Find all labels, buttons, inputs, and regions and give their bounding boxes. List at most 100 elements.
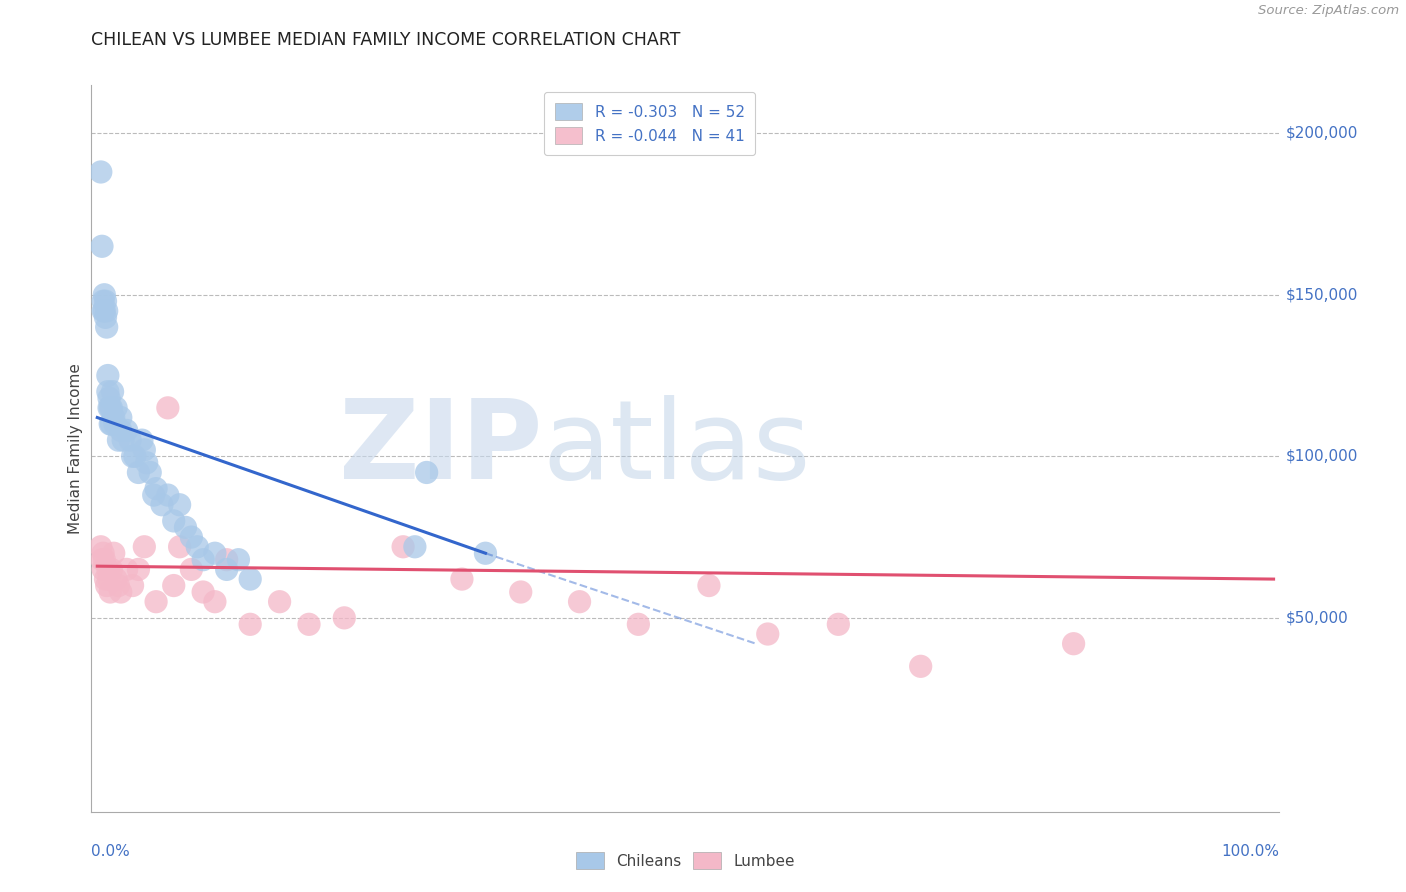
Point — [415, 466, 437, 480]
Point — [269, 595, 291, 609]
Point — [568, 595, 591, 609]
Legend: Chileans, Lumbee: Chileans, Lumbee — [568, 845, 803, 877]
Point — [104, 417, 127, 431]
Point — [100, 401, 122, 415]
Point — [110, 585, 132, 599]
Point — [827, 617, 849, 632]
Point — [180, 530, 202, 544]
Point — [103, 410, 125, 425]
Point — [110, 424, 132, 438]
Point — [134, 442, 156, 457]
Point — [451, 572, 474, 586]
Point — [1063, 637, 1085, 651]
Point — [110, 410, 132, 425]
Text: $100,000: $100,000 — [1285, 449, 1358, 464]
Point — [91, 239, 114, 253]
Text: 100.0%: 100.0% — [1222, 845, 1279, 859]
Point — [474, 546, 496, 560]
Text: $150,000: $150,000 — [1285, 287, 1358, 302]
Point — [98, 572, 121, 586]
Point — [96, 320, 118, 334]
Point — [101, 384, 124, 399]
Point — [94, 310, 117, 325]
Point — [112, 433, 135, 447]
Point — [204, 595, 226, 609]
Point — [105, 572, 128, 586]
Point — [121, 450, 143, 464]
Point — [115, 562, 138, 576]
Point — [139, 466, 162, 480]
Point — [100, 562, 122, 576]
Point — [97, 368, 120, 383]
Point — [392, 540, 415, 554]
Point — [697, 578, 720, 592]
Point — [93, 304, 115, 318]
Point — [98, 401, 121, 415]
Point — [131, 433, 153, 447]
Point — [120, 433, 142, 447]
Point — [93, 287, 115, 301]
Point — [98, 417, 121, 431]
Point — [910, 659, 932, 673]
Y-axis label: Median Family Income: Median Family Income — [67, 363, 83, 533]
Point — [96, 304, 118, 318]
Point — [156, 401, 179, 415]
Point — [91, 304, 114, 318]
Point — [91, 552, 114, 566]
Text: atlas: atlas — [543, 395, 811, 501]
Point — [105, 401, 128, 415]
Point — [186, 540, 208, 554]
Point — [333, 611, 356, 625]
Point — [96, 578, 118, 592]
Point — [135, 456, 157, 470]
Point — [127, 466, 149, 480]
Point — [191, 585, 214, 599]
Point — [90, 165, 112, 179]
Point — [204, 546, 226, 560]
Point — [509, 585, 531, 599]
Point — [134, 540, 156, 554]
Point — [239, 617, 262, 632]
Point — [107, 578, 129, 592]
Point — [98, 585, 121, 599]
Point — [180, 562, 202, 576]
Point — [91, 546, 114, 560]
Text: ZIP: ZIP — [339, 395, 543, 501]
Point — [163, 578, 186, 592]
Point — [228, 552, 250, 566]
Text: Source: ZipAtlas.com: Source: ZipAtlas.com — [1258, 4, 1399, 18]
Point — [97, 384, 120, 399]
Point — [404, 540, 426, 554]
Point — [90, 540, 112, 554]
Point — [121, 578, 143, 592]
Point — [97, 562, 120, 576]
Point — [94, 572, 117, 586]
Point — [215, 552, 238, 566]
Point — [94, 294, 117, 309]
Text: 0.0%: 0.0% — [91, 845, 131, 859]
Point — [298, 617, 321, 632]
Point — [91, 294, 114, 309]
Point — [169, 498, 191, 512]
Point — [98, 401, 121, 415]
Point — [163, 514, 186, 528]
Point — [169, 540, 191, 554]
Text: $200,000: $200,000 — [1285, 126, 1358, 141]
Point — [100, 417, 122, 431]
Point — [145, 482, 167, 496]
Point — [191, 552, 214, 566]
Point — [150, 498, 173, 512]
Point — [93, 552, 115, 566]
Point — [145, 595, 167, 609]
Point — [124, 450, 146, 464]
Point — [91, 562, 114, 576]
Point — [107, 433, 129, 447]
Point — [156, 488, 179, 502]
Point — [239, 572, 262, 586]
Point — [627, 617, 650, 632]
Point — [115, 424, 138, 438]
Point — [215, 562, 238, 576]
Point — [98, 391, 121, 405]
Text: CHILEAN VS LUMBEE MEDIAN FAMILY INCOME CORRELATION CHART: CHILEAN VS LUMBEE MEDIAN FAMILY INCOME C… — [91, 31, 681, 49]
Point — [174, 520, 197, 534]
